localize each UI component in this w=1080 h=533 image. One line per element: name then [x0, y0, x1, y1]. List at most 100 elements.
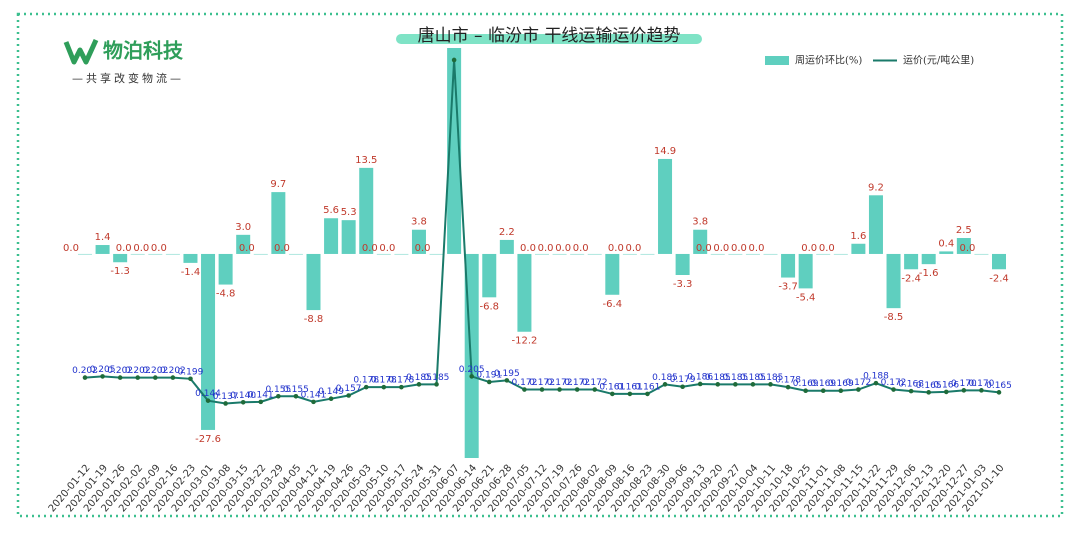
price-point	[504, 378, 510, 383]
price-point	[733, 382, 738, 387]
price-point	[908, 388, 914, 394]
line-value-label: 0.178	[371, 376, 397, 386]
line-value-label: 0.185	[652, 373, 678, 383]
bar-value-label: 0.0	[731, 243, 747, 254]
price-point	[82, 375, 88, 380]
bar	[974, 253, 989, 255]
bar	[201, 253, 216, 430]
bar	[113, 253, 128, 263]
bar	[165, 253, 180, 255]
bar	[921, 253, 936, 265]
bar-value-label: -2.4	[901, 273, 921, 284]
bar-value-label: -12.2	[511, 336, 537, 347]
bar-value-label: 5.3	[341, 207, 357, 218]
bar	[359, 167, 374, 254]
line-value-label: 0.168	[898, 380, 924, 390]
bar	[587, 253, 602, 255]
legend-label: 周运价环比(%)	[795, 55, 862, 67]
bar-value-label: 9.2	[868, 182, 884, 193]
bar	[535, 253, 549, 255]
bar-value-label: 0.0	[626, 243, 642, 254]
price-point	[592, 387, 598, 392]
line-value-label: 0.172	[582, 378, 608, 388]
bar	[622, 253, 637, 255]
line-value-label: 0.165	[916, 381, 942, 391]
price-point	[943, 389, 949, 395]
logo: 物泊科技 —共享改变物流—	[63, 39, 184, 85]
bar-value-label: 0.0	[520, 243, 536, 254]
price-point	[610, 391, 615, 397]
line-value-label: 0.185	[406, 373, 432, 383]
bar-value-label: 0.0	[362, 243, 378, 254]
price-point	[856, 387, 861, 392]
bar-value-label: 0.0	[133, 243, 149, 254]
bar	[447, 48, 462, 254]
line-value-label: 0.165	[986, 381, 1012, 391]
bar	[411, 229, 426, 254]
price-point	[399, 384, 404, 390]
bar-value-label: 2.2	[499, 227, 515, 238]
price-point	[627, 391, 633, 397]
bar-value-label: 3.8	[411, 217, 427, 228]
bar	[816, 253, 831, 255]
line-value-label: 0.161	[599, 382, 625, 392]
bar-value-label: 0.0	[819, 243, 835, 254]
bar	[605, 253, 620, 295]
bar-value-label: -1.3	[110, 266, 130, 277]
line-value-label: 0.170	[951, 379, 977, 389]
price-point	[328, 396, 334, 401]
price-point	[750, 382, 756, 387]
bar	[675, 253, 690, 275]
line-value-label: 0.202	[107, 366, 133, 376]
bar-value-label: 3.8	[692, 217, 708, 228]
bar	[376, 253, 391, 255]
bar	[552, 253, 567, 255]
line-value-label: 0.185	[424, 373, 450, 383]
bar	[271, 192, 286, 254]
bar	[658, 158, 673, 254]
line-value-label: 0.205	[90, 365, 116, 375]
line-value-label: 0.140	[230, 391, 256, 401]
chart-title: 唐山市 – 临汾市 干线运输运价趋势	[418, 25, 681, 46]
bar	[324, 218, 339, 254]
bar	[130, 253, 145, 255]
price-point	[873, 380, 879, 386]
price-point	[838, 388, 844, 394]
bar	[183, 253, 198, 263]
line-value-label: 0.202	[142, 366, 168, 376]
bar-value-label: 0.0	[274, 243, 290, 254]
bar-value-label: 0.0	[608, 243, 624, 254]
price-point	[416, 382, 422, 387]
bar	[939, 251, 954, 254]
bar	[570, 253, 585, 255]
bar-value-label: 0.0	[538, 243, 554, 254]
bar-value-label: -8.8	[304, 314, 324, 325]
bar	[992, 253, 1006, 270]
line-value-label: 0.149	[318, 387, 344, 397]
bar	[781, 253, 796, 278]
price-point	[223, 401, 228, 406]
bar-value-label: 0.0	[749, 243, 765, 254]
line-value-label: 0.205	[459, 365, 485, 375]
bar	[482, 253, 497, 298]
price-point	[486, 379, 492, 385]
line-value-label: 0.172	[512, 378, 538, 388]
line-value-label: 0.169	[810, 379, 836, 389]
bar	[710, 253, 725, 255]
bar	[517, 253, 532, 332]
line-value-label: 0.185	[740, 373, 766, 383]
bar	[693, 229, 708, 254]
line-value-label: 0.137	[213, 392, 239, 402]
bar-value-label: -6.8	[480, 301, 500, 312]
line-value-label: 0.155	[265, 385, 291, 395]
bar-value-label: 0.0	[415, 243, 431, 254]
price-point	[680, 384, 685, 390]
price-point	[557, 387, 562, 392]
bar-value-label: 0.0	[151, 243, 167, 254]
price-point	[434, 382, 439, 387]
price-point	[100, 374, 105, 379]
line-value-label: 0.178	[775, 376, 801, 386]
bar	[306, 253, 321, 311]
line-value-label: 0.185	[722, 373, 748, 383]
